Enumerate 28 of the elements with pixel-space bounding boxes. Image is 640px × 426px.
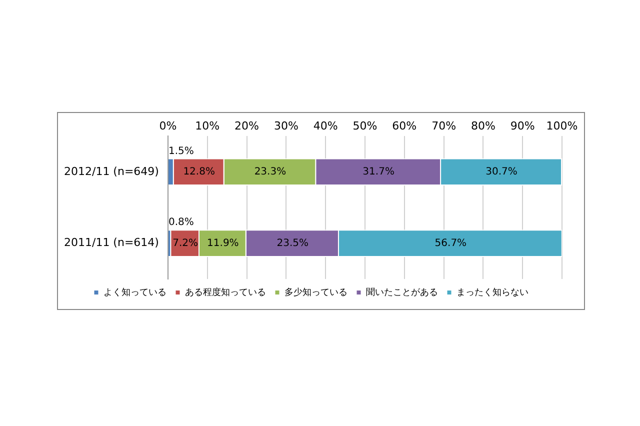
x-tick-label: 80% [470, 119, 496, 132]
y-tick-label: 2011/11 (n=614) [64, 236, 159, 250]
data-label: 56.7% [434, 238, 467, 249]
legend-label: まったく知らない [456, 286, 528, 298]
data-label: 23.5% [276, 238, 309, 249]
data-label: 0.8% [168, 217, 194, 228]
x-tick-label: 100% [546, 119, 578, 132]
data-label: 30.7% [486, 166, 518, 178]
data-label: 12.8% [183, 166, 215, 178]
data-label: 23.3% [254, 166, 286, 178]
x-tick-label: 70% [432, 119, 456, 132]
data-label: 11.9% [207, 238, 239, 249]
x-tick-label: 60% [392, 119, 417, 132]
x-tick-label: 90% [510, 119, 535, 132]
x-tick-label: 30% [274, 119, 298, 132]
y-tick-label: 2012/11 (n=649) [64, 164, 159, 178]
legend-label: よく知っている [103, 286, 166, 298]
x-tick-label: 20% [234, 119, 259, 132]
legend-label: 多少知っている [284, 286, 348, 298]
legend-label: 聞いたことがある [366, 286, 438, 298]
data-label: 7.2% [172, 238, 198, 249]
data-label: 1.5% [168, 146, 194, 157]
x-tick-label: 0% [159, 119, 177, 132]
x-tick-label: 10% [195, 119, 220, 132]
x-tick-label: 50% [352, 119, 378, 132]
legend-label: ある程度知っている [184, 286, 266, 298]
x-tick-label: 40% [313, 119, 338, 132]
data-label: 31.7% [362, 166, 394, 178]
